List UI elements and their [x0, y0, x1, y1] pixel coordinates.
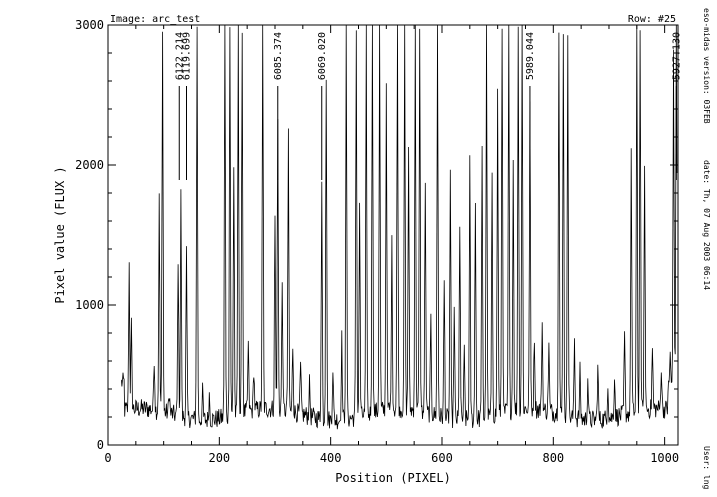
x-axis-label: Position (PIXEL) — [335, 471, 451, 485]
version-info: eso-midas version: 03FEB — [702, 8, 711, 124]
y-axis-label: Pixel value (FLUX ) — [53, 166, 67, 303]
y-tick-label: 0 — [97, 438, 104, 452]
date-info: date: Th, 07 Aug 2003 06:14 — [702, 160, 711, 290]
line-id-label: 6122.214 — [174, 32, 185, 80]
x-tick-label: 400 — [320, 451, 342, 465]
x-tick-label: 600 — [431, 451, 453, 465]
line-id-label: 5927.130 — [671, 32, 682, 80]
line-id-label: 6119.699 — [181, 32, 192, 80]
spectrum-trace — [121, 24, 678, 430]
x-tick-label: 1000 — [650, 451, 679, 465]
line-id-label: 6069.020 — [317, 32, 328, 80]
y-tick-label: 1000 — [75, 298, 104, 312]
y-tick-label: 3000 — [75, 18, 104, 32]
x-tick-label: 800 — [542, 451, 564, 465]
axis-ticks — [107, 24, 678, 446]
plot-frame — [107, 24, 679, 446]
line-id-label: 6085.374 — [273, 32, 284, 80]
y-tick-label: 2000 — [75, 158, 104, 172]
image-label: Image: arc_test — [110, 14, 200, 25]
axis-tick-labels: 0 200 400 600 800 1000 0 1000 2000 3000 — [75, 18, 679, 465]
row-label: Row: #25 — [628, 14, 676, 25]
x-tick-label: 200 — [208, 451, 230, 465]
line-id-label: 5989.044 — [525, 32, 536, 80]
user-info: User: lng — [702, 446, 711, 490]
x-tick-label: 0 — [104, 451, 111, 465]
